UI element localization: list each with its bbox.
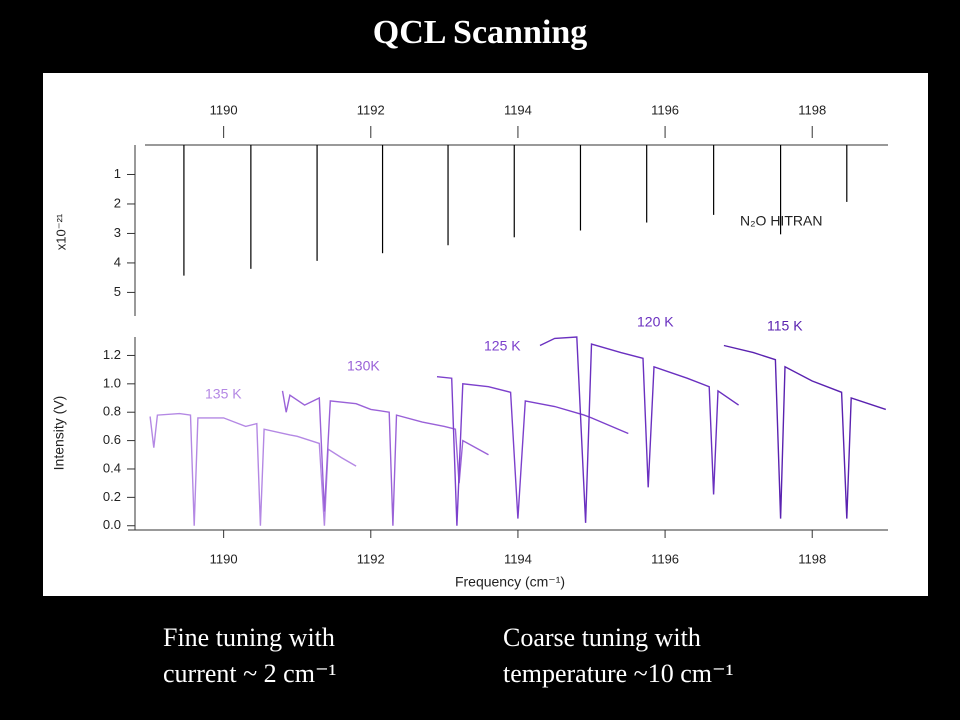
caption: Fine tuning with: [163, 623, 335, 652]
x-tick-label: 1192: [357, 551, 385, 566]
x-tick-label: 1198: [798, 551, 826, 566]
x-tick-label: 1192: [357, 102, 385, 117]
series-label: 135 K: [205, 386, 242, 402]
caption: current ~ 2 cm⁻¹: [163, 659, 336, 688]
y-tick-label: 5: [114, 284, 121, 299]
series-label: 125 K: [484, 338, 521, 354]
x-tick-label: 1194: [504, 102, 532, 117]
y-tick-label: 1.0: [103, 375, 121, 390]
caption: temperature ~10 cm⁻¹: [503, 659, 734, 688]
x-tick-label: 1196: [651, 102, 679, 117]
y-tick-label: 0.8: [103, 404, 121, 419]
y-tick-label: 0.4: [103, 460, 121, 475]
y-tick-label: 0.0: [103, 517, 121, 532]
x-tick-label: 1190: [210, 551, 238, 566]
y-tick-label: 2: [114, 195, 121, 210]
plot-area: [43, 73, 928, 596]
x-tick-label: 1196: [651, 551, 679, 566]
y-axis-label: x10⁻²¹: [53, 213, 68, 250]
series-label: 115 K: [767, 318, 803, 334]
y-tick-label: 1.2: [103, 347, 121, 362]
spectrum-line: [723, 344, 887, 519]
x-tick-label: 1190: [210, 102, 238, 117]
series-label: 130K: [347, 358, 380, 374]
annotation: N₂O HITRAN: [740, 213, 822, 229]
spectrum-line: [436, 376, 629, 526]
slide-title: QCL Scanning: [373, 14, 587, 51]
y-tick-label: 1: [114, 166, 121, 181]
y-tick-label: 4: [114, 254, 121, 269]
x-axis-label: Frequency (cm⁻¹): [455, 574, 565, 590]
y-tick-label: 0.2: [103, 489, 121, 504]
y-axis-label: Intensity (V): [51, 396, 67, 471]
spectrum-line: [539, 336, 739, 523]
spectrum-line: [281, 390, 489, 526]
series-label: 120 K: [637, 314, 674, 330]
x-tick-label: 1198: [798, 102, 826, 117]
y-tick-label: 0.6: [103, 432, 121, 447]
caption: Coarse tuning with: [503, 623, 701, 652]
spectrum-line: [149, 412, 357, 526]
y-tick-label: 3: [114, 225, 121, 240]
x-tick-label: 1194: [504, 551, 532, 566]
